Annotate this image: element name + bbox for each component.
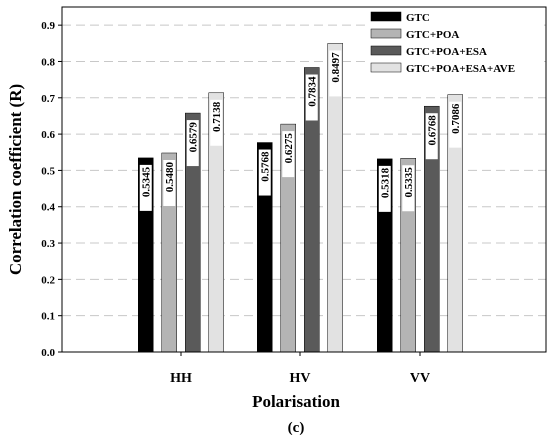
y-tick-label: 0.2 [41, 274, 55, 286]
x-axis-ticks: HH HV VV [170, 352, 430, 386]
data-label-box [282, 131, 295, 178]
data-label-box [163, 159, 176, 206]
legend: GTC GTC+POA GTC+POA+ESA GTC+POA+ESA+AVE [366, 9, 544, 79]
y-tick-label: 0.7 [41, 93, 55, 105]
y-axis-ticks: 0.0 0.1 0.2 0.3 0.4 0.5 0.6 0.7 0.8 0.9 [41, 20, 62, 359]
x-tick-label: VV [410, 371, 430, 386]
data-label-box [186, 120, 199, 167]
legend-label: GTC+POA+ESA [406, 46, 487, 58]
legend-label: GTC [406, 12, 430, 24]
data-label: 0.7834 [307, 76, 319, 107]
legend-swatch [370, 28, 402, 39]
x-tick-label: HH [170, 371, 192, 386]
plot-frame [61, 6, 547, 353]
legend-label: GTC+POA [406, 29, 459, 41]
y-tick-label: 0.1 [41, 311, 55, 323]
data-label: 0.6768 [427, 115, 439, 146]
y-tick-label: 0.0 [41, 347, 55, 359]
legend-label: GTC+POA+ESA+AVE [406, 63, 515, 75]
data-label: 0.8497 [330, 52, 342, 83]
data-label-box [329, 50, 342, 97]
data-label: 0.5345 [141, 166, 153, 197]
data-label-box [305, 74, 318, 121]
data-label-box [139, 164, 152, 211]
data-label-box [378, 165, 391, 212]
y-tick-label: 0.3 [41, 238, 55, 250]
data-label-box [258, 149, 271, 196]
panel-label: (c) [288, 420, 305, 436]
data-label-box [449, 101, 462, 148]
y-tick-label: 0.5 [41, 165, 55, 177]
x-axis-title: Polarisation [252, 392, 340, 411]
data-label: 0.5318 [380, 167, 392, 198]
legend-swatch [370, 45, 402, 56]
data-label: 0.6275 [283, 133, 295, 164]
data-labels: 0.5345 0.5480 0.6579 0.7138 0.5768 0.6275 0.78… [139, 50, 462, 212]
x-tick-label: HV [290, 371, 311, 386]
data-label: 0.5768 [260, 151, 272, 182]
data-label: 0.5335 [403, 167, 415, 198]
legend-swatch [370, 11, 402, 22]
y-axis-title: Correlation coefficient (R) [6, 84, 25, 275]
data-label-box [210, 99, 223, 146]
data-label: 0.7138 [211, 101, 223, 132]
y-tick-label: 0.6 [41, 129, 55, 141]
data-label: 0.5480 [164, 161, 176, 192]
y-tick-label: 0.4 [41, 202, 55, 214]
y-tick-label: 0.9 [41, 20, 55, 32]
y-tick-label: 0.8 [41, 56, 55, 68]
data-label: 0.6579 [188, 122, 200, 153]
data-label-box [425, 113, 438, 160]
data-label: 0.7086 [450, 103, 462, 134]
data-label-box [402, 165, 415, 212]
legend-swatch [370, 62, 402, 73]
